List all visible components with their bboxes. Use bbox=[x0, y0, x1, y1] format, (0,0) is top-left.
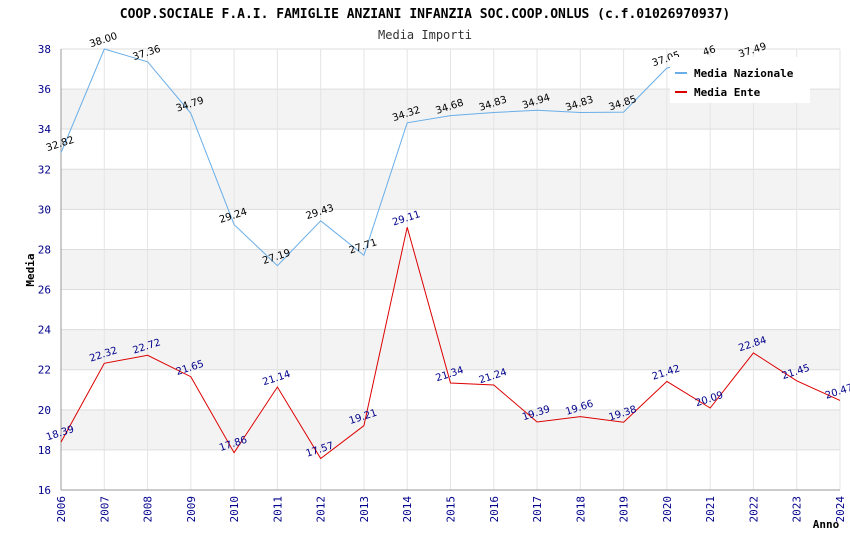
y-tick-label: 22 bbox=[38, 364, 51, 377]
legend-label: Media Nazionale bbox=[694, 67, 794, 80]
data-label: 29.11 bbox=[391, 209, 422, 228]
y-tick-label: 26 bbox=[38, 284, 51, 297]
x-tick-label: 2009 bbox=[185, 496, 198, 523]
x-tick-label: 2021 bbox=[704, 496, 717, 523]
x-tick-label: 2017 bbox=[531, 496, 544, 523]
x-tick-label: 2007 bbox=[98, 496, 111, 523]
x-tick-label: 2019 bbox=[618, 496, 631, 523]
data-label: 20.09 bbox=[694, 390, 725, 409]
y-tick-label: 16 bbox=[38, 484, 51, 497]
y-tick-label: 18 bbox=[38, 444, 51, 457]
x-tick-label: 2023 bbox=[791, 496, 804, 523]
x-tick-label: 2016 bbox=[488, 496, 501, 523]
data-label: 37.36 bbox=[132, 44, 163, 63]
gridlines bbox=[60, 48, 841, 491]
legend-box bbox=[670, 57, 810, 103]
y-tick-label: 32 bbox=[38, 163, 51, 176]
data-label: 21.14 bbox=[261, 369, 292, 388]
series-line-0 bbox=[60, 48, 754, 267]
x-tick-label: 2006 bbox=[55, 496, 68, 523]
series-group bbox=[60, 48, 841, 460]
x-tick-label: 2024 bbox=[834, 496, 847, 523]
x-tick-label: 2022 bbox=[747, 496, 760, 523]
legend-label: Media Ente bbox=[694, 86, 761, 99]
x-tick-label: 2012 bbox=[315, 496, 328, 523]
y-tick-label: 30 bbox=[38, 203, 51, 216]
x-axis-label: Anno bbox=[813, 518, 840, 531]
x-tick-label: 2014 bbox=[401, 496, 414, 523]
y-tick-label: 20 bbox=[38, 404, 51, 417]
data-label: 46 bbox=[702, 44, 718, 58]
x-tick-label: 2008 bbox=[142, 496, 155, 523]
y-tick-label: 38 bbox=[38, 43, 51, 56]
x-tick-label: 2010 bbox=[228, 496, 241, 523]
x-tick-label: 2015 bbox=[445, 496, 458, 523]
x-tick-label: 2011 bbox=[271, 496, 284, 523]
y-tick-label: 28 bbox=[38, 243, 51, 256]
x-tick-label: 2020 bbox=[661, 496, 674, 523]
y-axis-ticks: 16 18 20 22 24 26 28 30 32 34 36 38 bbox=[38, 43, 52, 497]
x-tick-label: 2013 bbox=[358, 496, 371, 523]
y-tick-label: 24 bbox=[38, 324, 52, 337]
legend: Media Nazionale Media Ente bbox=[670, 57, 810, 103]
y-tick-label: 34 bbox=[38, 123, 52, 136]
y-tick-label: 36 bbox=[38, 83, 51, 96]
chart-subtitle: Media Importi bbox=[378, 28, 472, 42]
x-tick-label: 2018 bbox=[574, 496, 587, 523]
chart-title: COOP.SOCIALE F.A.I. FAMIGLIE ANZIANI INF… bbox=[120, 7, 730, 22]
data-label: 32.82 bbox=[45, 135, 76, 154]
x-axis-ticks: 2006 2007 2008 2009 2010 2011 2012 2013 2014 2015… bbox=[55, 496, 847, 523]
data-label: 38.00 bbox=[88, 31, 119, 50]
series-line-1 bbox=[60, 227, 841, 460]
y-axis-label: Media bbox=[24, 253, 37, 286]
